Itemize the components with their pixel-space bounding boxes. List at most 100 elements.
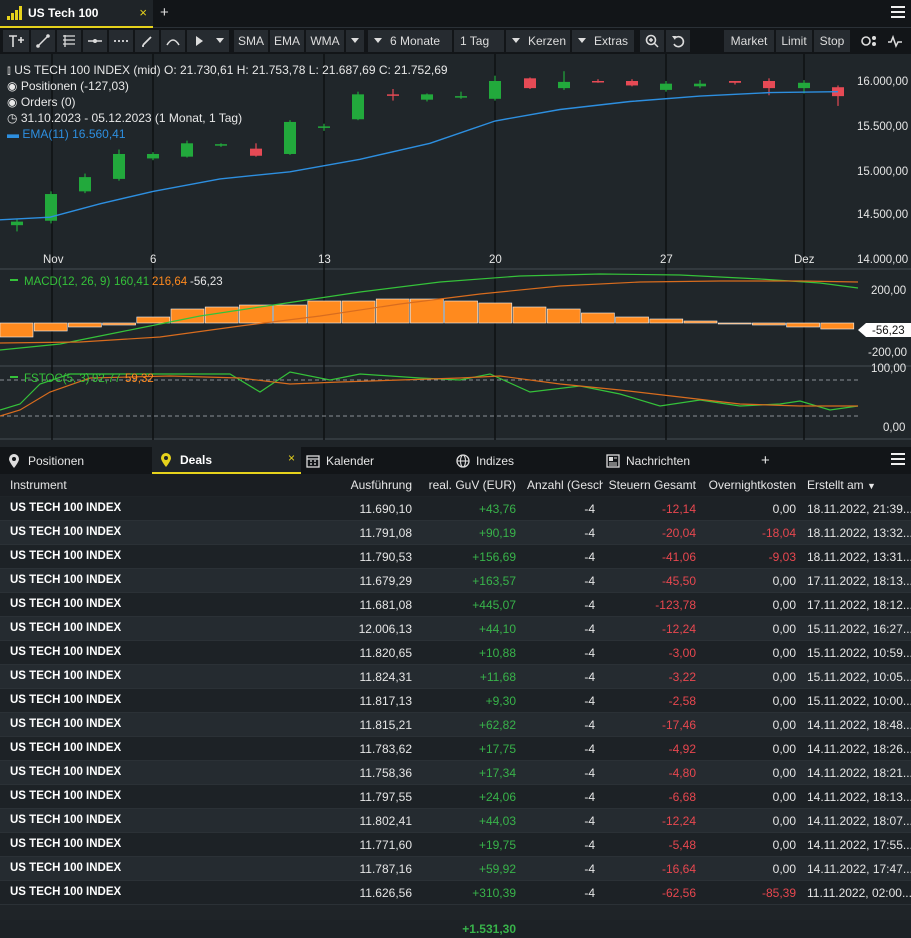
text-tool-icon[interactable] [3, 30, 29, 52]
cell-erstellt: 14.11.2022, 18:13... [807, 790, 911, 804]
price-tick: 15.000,00 [857, 166, 908, 178]
hamburger-menu-icon[interactable] [891, 6, 905, 21]
col-steuern[interactable]: Steuern Gesamt [608, 478, 696, 492]
table-row[interactable]: US TECH 100 INDEX 11.820,65 +10,88 -4 -3,00 0… [0, 641, 911, 665]
cell-anzahl: -4 [584, 766, 595, 780]
col-overnight[interactable]: Overnightkosten [708, 478, 796, 492]
tab-close-icon[interactable]: × [287, 451, 295, 465]
table-row[interactable]: US TECH 100 INDEX 11.815,21 +62,82 -4 -17,46… [0, 713, 911, 737]
stop-order-button[interactable]: Stop [814, 30, 850, 52]
window-tab-bar: US Tech 100 × + [0, 0, 911, 28]
table-row[interactable]: US TECH 100 INDEX 11.817,13 +9,30 -4 -2,58 0,… [0, 689, 911, 713]
table-row[interactable]: US TECH 100 INDEX 11.771,60 +19,75 -4 -5,48 0… [0, 833, 911, 857]
fstoc-k-line [0, 371, 859, 411]
trendline-tool-icon[interactable] [31, 30, 55, 52]
market-order-button[interactable]: Market [724, 30, 774, 52]
candlestick [147, 152, 159, 161]
cell-erstellt: 17.11.2022, 18:12... [807, 598, 911, 612]
date-tick: Nov [43, 254, 64, 266]
macd-bar [239, 304, 273, 324]
price-chart[interactable]: 16.000,00 15.500,00 15.000,00 14.500,00 … [0, 54, 911, 440]
pulse-icon[interactable] [884, 30, 906, 52]
tab-nachrichten[interactable]: Nachrichten [606, 447, 746, 474]
table-row[interactable]: US TECH 100 INDEX 11.679,29 +163,57 -4 -45,5… [0, 569, 911, 593]
candlestick [284, 120, 296, 155]
horizontal-line-icon[interactable] [83, 30, 107, 52]
col-ausfuehrung[interactable]: Ausführung [350, 478, 412, 492]
macd-bar [0, 322, 34, 338]
cursor-tool-icon[interactable] [187, 30, 211, 52]
fstoc-tick: 0,00 [883, 422, 905, 434]
cell-guv: +17,34 [478, 766, 516, 780]
table-row[interactable]: US TECH 100 INDEX 11.783,62 +17,75 -4 -4,92 0… [0, 737, 911, 761]
tab-us-tech-100[interactable]: US Tech 100 × [0, 0, 153, 28]
cell-anzahl: -4 [584, 814, 595, 828]
table-row[interactable]: US TECH 100 INDEX 11.791,08 +90,19 -4 -20,04… [0, 521, 911, 545]
date-tick: 6 [150, 254, 156, 266]
table-row[interactable]: US TECH 100 INDEX 12.006,13 +44,10 -4 -12,24… [0, 617, 911, 641]
macd-histogram [0, 298, 855, 338]
chart-area[interactable]: 16.000,00 15.500,00 15.000,00 14.500,00 … [0, 54, 911, 440]
curve-tool-icon[interactable] [161, 30, 185, 52]
fstoc-d-line [0, 375, 858, 417]
undo-icon[interactable] [666, 30, 690, 52]
new-tab-button[interactable]: + [160, 4, 169, 21]
table-row[interactable]: US TECH 100 INDEX 11.690,10 +43,76 -4 -12,14… [0, 497, 911, 521]
deals-table-body: US TECH 100 INDEX 11.690,10 +43,76 -4 -12,14… [0, 497, 911, 905]
ema-button[interactable]: EMA [270, 30, 304, 52]
settings-toggle-icon[interactable] [858, 30, 882, 52]
wma-button[interactable]: WMA [306, 30, 344, 52]
drawing-dropdown-icon[interactable] [211, 30, 229, 52]
table-row[interactable]: US TECH 100 INDEX 11.626,56 +310,39 -4 -62,5… [0, 881, 911, 905]
tab-indizes[interactable]: Indizes [456, 447, 596, 474]
cell-instrument: US TECH 100 INDEX [10, 742, 122, 754]
col-anzahl[interactable]: Anzahl (Geschl [527, 478, 603, 492]
cell-instrument: US TECH 100 INDEX [10, 670, 122, 682]
macd-bar [717, 322, 752, 325]
date-tick: 20 [489, 254, 502, 266]
add-tab-button[interactable]: + [761, 452, 770, 469]
fstoc-tick: 100,00 [871, 363, 906, 375]
tab-positionen[interactable]: Positionen [8, 447, 148, 474]
col-guv[interactable]: real. GuV (EUR) [428, 478, 516, 492]
col-erstellt[interactable]: Erstellt am ▼ [807, 478, 876, 492]
table-row[interactable]: US TECH 100 INDEX 11.681,08 +445,07 -4 -123,… [0, 593, 911, 617]
cell-steuern: -6,68 [668, 790, 696, 804]
extras-select[interactable]: Extras [572, 30, 634, 52]
candlestick [660, 81, 672, 92]
positions-info[interactable]: ◉ Positionen (-127,03) [7, 79, 129, 93]
table-row[interactable]: US TECH 100 INDEX 11.790,53 +156,69 -4 -41,0… [0, 545, 911, 569]
cell-steuern: -62,56 [661, 886, 696, 900]
limit-order-button[interactable]: Limit [776, 30, 812, 52]
period-select[interactable]: 6 Monate [368, 30, 452, 52]
cell-guv: +156,69 [472, 550, 516, 564]
orders-info[interactable]: ◉ Orders (0) [7, 95, 76, 109]
tab-close-icon[interactable]: × [139, 5, 147, 20]
macd-bar [581, 312, 615, 324]
cell-anzahl: -4 [584, 886, 595, 900]
chart-type-select[interactable]: Kerzen [506, 30, 570, 52]
table-row[interactable]: US TECH 100 INDEX 11.787,16 +59,92 -4 -16,64… [0, 857, 911, 881]
panel-menu-icon[interactable] [891, 453, 905, 468]
sma-button[interactable]: SMA [234, 30, 268, 52]
indicator-dropdown-icon[interactable] [346, 30, 364, 52]
cell-erstellt: 15.11.2022, 10:59... [807, 646, 911, 660]
table-row[interactable]: US TECH 100 INDEX 11.797,55 +24,06 -4 -6,68 0… [0, 785, 911, 809]
col-instrument[interactable]: Instrument [10, 478, 67, 492]
cell-instrument: US TECH 100 INDEX [10, 550, 122, 562]
cell-guv: +163,57 [472, 574, 516, 588]
cell-instrument: US TECH 100 INDEX [10, 718, 122, 730]
table-row[interactable]: US TECH 100 INDEX 11.758,36 +17,34 -4 -4,80 0… [0, 761, 911, 785]
brush-tool-icon[interactable] [135, 30, 159, 52]
candlestick [592, 79, 604, 83]
cell-guv: +44,03 [478, 814, 516, 828]
fibonacci-tool-icon[interactable] [57, 30, 81, 52]
zoom-icon[interactable] [640, 30, 664, 52]
tab-deals[interactable]: Deals × [152, 447, 301, 474]
table-row[interactable]: US TECH 100 INDEX 11.802,41 +44,03 -4 -12,24… [0, 809, 911, 833]
table-row[interactable]: US TECH 100 INDEX 11.824,31 +11,68 -4 -3,22 0… [0, 665, 911, 689]
macd-current-marker [858, 323, 911, 337]
tab-kalender[interactable]: Kalender [306, 447, 446, 474]
interval-select[interactable]: 1 Tag [454, 30, 504, 52]
dotted-line-icon[interactable] [109, 30, 133, 52]
